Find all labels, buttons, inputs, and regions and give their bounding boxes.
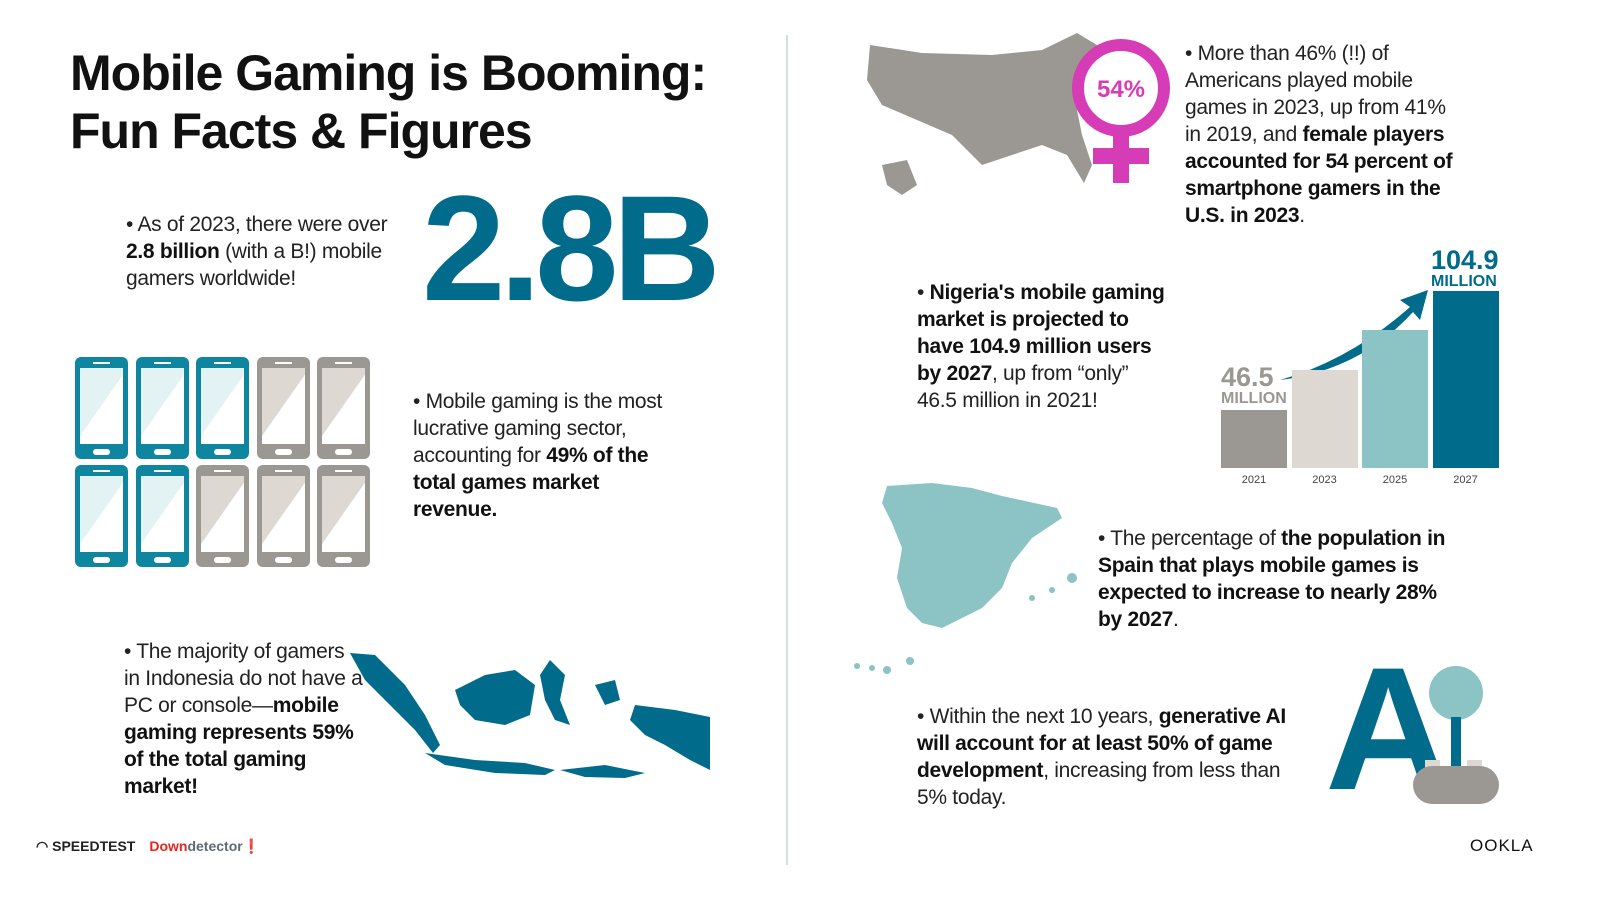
usa-map [867, 33, 1097, 195]
x-tick-label: 2027 [1453, 474, 1478, 486]
phone-icon-highlighted [135, 465, 189, 567]
bar-2025 [1362, 330, 1428, 468]
indonesia-fact: • The majority of gamers in Indonesia do… [124, 640, 363, 798]
bar-2021 [1221, 410, 1287, 468]
phone-icon [317, 357, 370, 459]
footer-logos: ◠ SPEEDTEST Downdetector❗ [36, 838, 260, 855]
page-title: Mobile Gaming is Booming: Fun Facts & Fi… [70, 45, 707, 159]
ai-fact: • Within the next 10 years, generative A… [917, 705, 1286, 809]
phone-icon [256, 357, 310, 459]
indonesia-map [350, 653, 710, 778]
spain-fact: • The percentage of the population in Sp… [1098, 527, 1446, 631]
phone-icon [256, 465, 310, 567]
speedtest-logo: ◠ SPEEDTEST [36, 838, 136, 854]
female-percent-badge: 54% [1097, 76, 1145, 103]
bar-2027 [1432, 291, 1499, 468]
phone-icon-highlighted [75, 465, 128, 567]
phone-icon-highlighted [75, 357, 128, 459]
joystick-icon [1413, 666, 1499, 804]
phone-icon-highlighted [135, 357, 189, 459]
phone-icon [317, 465, 370, 567]
x-tick-label: 2023 [1312, 474, 1337, 486]
ookla-logo: OOKLA [1470, 836, 1534, 855]
phone-icon-highlighted [196, 357, 249, 459]
x-tick-label: 2021 [1241, 474, 1267, 486]
gamers-big-number: 2.8B [422, 164, 721, 332]
revenue-fact: • Mobile gaming is the most lucrative ga… [413, 390, 663, 521]
gamers-fact: • As of 2023, there were over 2.8 billio… [126, 213, 388, 290]
x-tick-label: 2025 [1382, 474, 1408, 486]
label-2021: 46.5 MILLION [1221, 362, 1287, 407]
growth-arrow-icon [1280, 290, 1428, 380]
nigeria-fact: • Nigeria's mobile gaming market is proj… [917, 281, 1165, 412]
usa-fact: • More than 46% (!!) of Americans played… [1185, 42, 1453, 227]
phone-grid [75, 357, 375, 567]
downdetector-logo: Downdetector❗ [149, 838, 261, 854]
bar-2023 [1291, 370, 1358, 468]
divider [786, 35, 788, 865]
female-symbol-icon: 54% [1072, 39, 1170, 183]
label-2027: 104.9 MILLION [1431, 245, 1499, 290]
phone-icon [196, 465, 249, 567]
spain-map [854, 483, 1077, 674]
